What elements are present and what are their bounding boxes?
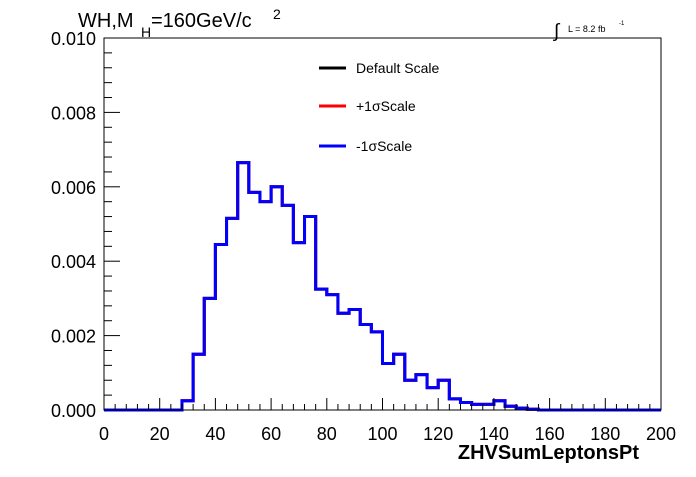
x-tick-label: 180 (590, 424, 620, 444)
x-tick-label: 20 (150, 424, 170, 444)
x-tick-label: 100 (367, 424, 397, 444)
x-tick-label: 0 (99, 424, 109, 444)
legend-label-default: Default Scale (356, 60, 439, 76)
title-superscript: 2 (273, 6, 281, 22)
x-tick-label: 60 (261, 424, 281, 444)
x-axis-title: ZHVSumLeptonsPt (458, 442, 639, 464)
x-tick-label: 160 (535, 424, 565, 444)
lumi-integral-symbol: ∫ (553, 21, 561, 42)
y-axis: 0.000 0.002 0.004 0.006 0.008 0.010 (51, 29, 120, 421)
y-tick-label: 0.008 (51, 103, 96, 123)
legend-label-minus1sigma: -1σScale (356, 138, 412, 154)
title-value: =160GeV/c (151, 10, 252, 32)
title-subscript: H (141, 24, 151, 40)
x-tick-label: 80 (317, 424, 337, 444)
lumi-label: L = 8.2 fb (568, 24, 605, 34)
legend-label-plus1sigma: +1σScale (356, 98, 416, 114)
y-tick-label: 0.000 (51, 401, 96, 421)
y-tick-label: 0.010 (51, 29, 96, 49)
lumi-superscript: -1 (619, 21, 625, 27)
y-tick-label: 0.004 (51, 252, 96, 272)
y-tick-label: 0.002 (51, 327, 96, 347)
x-tick-label: 120 (423, 424, 453, 444)
y-tick-label: 0.006 (51, 178, 96, 198)
x-tick-label: 140 (479, 424, 509, 444)
x-axis: 0 20 40 60 80 100 120 140 160 180 200 (99, 398, 676, 444)
legend: Default Scale +1σScale -1σScale (319, 60, 439, 154)
title-main: WH,M (78, 10, 134, 32)
x-tick-label: 40 (205, 424, 225, 444)
x-tick-label: 200 (646, 424, 676, 444)
